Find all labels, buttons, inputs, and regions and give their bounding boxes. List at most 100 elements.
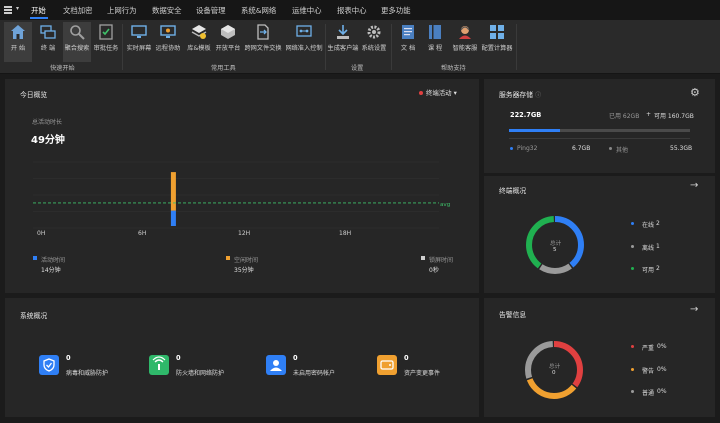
ribbon-network-access-button[interactable]: 网络准入控制 — [284, 22, 324, 62]
user-icon[interactable] — [266, 355, 286, 375]
remote-assist-icon — [160, 25, 176, 38]
legend-dot — [631, 267, 634, 270]
ribbon-button-label: 系统设置 — [361, 45, 387, 52]
ribbon-button-label: 远程协助 — [155, 45, 181, 52]
ribbon-library-button[interactable]: 库&模板 — [184, 22, 214, 62]
legend-value: 2 — [656, 220, 660, 227]
panel-title: 系统概况 — [20, 312, 48, 320]
legend-value: 1 — [656, 243, 660, 250]
ribbon-button-label: 聚合搜索 — [64, 45, 90, 52]
menu-system-network[interactable]: 系统&网络 — [241, 6, 277, 15]
legend-value: 0% — [657, 366, 667, 373]
menu-data-security[interactable]: 数据安全 — [152, 6, 182, 15]
support-agent-icon — [459, 26, 471, 39]
gear-icon[interactable]: ⚙ — [690, 86, 700, 99]
legend-label: 普通 — [642, 390, 655, 397]
menu-internet-behavior[interactable]: 上网行为 — [107, 6, 137, 15]
panel-title: 服务器存储 ⓘ — [499, 91, 542, 99]
storage-item-label: 其他 — [616, 147, 629, 154]
legend-value: 35分钟 — [234, 267, 254, 274]
arrow-right-icon[interactable]: → — [690, 304, 699, 315]
menu-more-features[interactable]: 更多功能 — [381, 6, 411, 15]
ribbon-file-exchange-button[interactable]: 跨网文件交换 — [243, 22, 283, 62]
active-tab-indicator — [30, 17, 48, 19]
ribbon-button-label: 文 档 — [400, 45, 416, 52]
donut-segment — [525, 341, 583, 399]
ribbon-generate-client-button[interactable]: 生成客户端 — [327, 22, 359, 62]
legend-label: 锁屏时间 — [429, 257, 454, 264]
chevron-down-icon[interactable]: ▾ — [16, 5, 20, 12]
ribbon-button-label: 开 始 — [10, 45, 26, 52]
ribbon-button-label: 智能客服 — [452, 45, 478, 52]
menu-report-center[interactable]: 报表中心 — [337, 6, 367, 15]
ribbon-group-label: 快速开始 — [50, 65, 75, 72]
ribbon-realtime-screen-button[interactable]: 实时屏幕 — [125, 22, 153, 62]
panel-title: 终端概况 — [499, 187, 527, 195]
ribbon-button-label: 跨网文件交换 — [244, 45, 282, 52]
system-item-label: 未启用密码帐户 — [293, 370, 336, 377]
ribbon-terminals-button[interactable]: 终 端 — [34, 22, 62, 62]
ribbon-calculator-button[interactable]: 配置计算器 — [481, 22, 513, 62]
storage-total: 222.7GB — [510, 111, 542, 119]
search-icon — [70, 25, 85, 40]
ribbon-docs-button[interactable]: 文 档 — [395, 22, 421, 62]
menu-doc-encryption[interactable]: 文档加密 — [63, 6, 93, 15]
donut-center-value: 0 — [552, 370, 556, 376]
alerts-donut-chart — [525, 341, 583, 399]
system-overview-panel: 系统概况 0 病毒和威胁防护 0 防火墙和网络防护 0 未启用密码帐户 0 资产… — [5, 298, 479, 417]
ribbon-group-label: 帮助支持 — [441, 65, 466, 72]
legend-label: 警告 — [642, 368, 655, 375]
ribbon-remote-assist-button[interactable]: 远程协助 — [154, 22, 182, 62]
ribbon-divider — [325, 24, 326, 70]
ribbon-search-button[interactable]: 聚合搜索 — [63, 22, 91, 62]
approval-icon — [99, 24, 113, 40]
filter-dropdown[interactable]: 终端活动 ▾ — [426, 88, 457, 97]
menu-bar: ▾ 开始 文档加密 上网行为 数据安全 设备管理 系统&网络 运维中心 报表中心… — [0, 0, 720, 20]
menu-ops-center[interactable]: 运维中心 — [292, 6, 322, 15]
library-icon — [191, 25, 207, 39]
legend-swatch — [33, 256, 37, 260]
arrow-right-icon[interactable]: → — [690, 180, 699, 191]
legend-swatch — [421, 256, 425, 260]
ribbon-button-label: 生成客户端 — [327, 45, 359, 52]
ribbon-toolbar: 开 始 终 端 聚合搜索 审批任务 快速开始 实时屏幕 远程协助 库&模板 开放… — [0, 20, 720, 74]
system-item-value: 0 — [66, 354, 71, 362]
storage-item-value: 6.7GB — [572, 145, 591, 152]
storage-plus: + — [646, 111, 652, 118]
storage-used: 已用 62GB — [609, 113, 640, 120]
system-item-label: 防火墙和网络防护 — [176, 370, 225, 377]
ribbon-support-button[interactable]: 智能客服 — [449, 22, 481, 62]
filter-label: 终端活动 — [426, 89, 452, 97]
legend-label: 活动时间 — [41, 257, 66, 264]
x-tick-label: 12H — [238, 230, 251, 237]
terminal-overview-panel: 终端概况 → 总计 5 在线 2 离线 1 可用 2 — [484, 176, 715, 293]
donut-segment — [525, 341, 583, 399]
wifi-icon[interactable] — [149, 355, 169, 375]
ribbon-system-settings-button[interactable]: 系统设置 — [360, 22, 388, 62]
menu-start[interactable]: 开始 — [31, 6, 46, 15]
legend-label: 严重 — [642, 345, 655, 352]
info-icon[interactable]: ⓘ — [535, 92, 542, 99]
ribbon-approval-button[interactable]: 审批任务 — [92, 22, 120, 62]
app-menu-icon[interactable] — [4, 5, 14, 14]
download-client-icon — [337, 25, 349, 39]
storage-available: 可用 160.7GB — [654, 113, 694, 120]
ribbon-start-button[interactable]: 开 始 — [4, 22, 32, 62]
chevron-down-icon: ▾ — [453, 89, 457, 97]
ribbon-open-platform-button[interactable]: 开放平台 — [214, 22, 242, 62]
system-item-label: 资产变更事件 — [404, 370, 441, 377]
alerts-panel: 告警信息 → 总计 0 严重 0% 警告 0% 普通 0% — [484, 298, 715, 417]
x-tick-label: 6H — [138, 230, 147, 237]
shield-icon[interactable] — [39, 355, 59, 375]
ribbon-course-button[interactable]: 课 程 — [422, 22, 448, 62]
menu-device-management[interactable]: 设备管理 — [196, 6, 226, 15]
monitor-icon — [131, 25, 147, 38]
network-access-icon — [296, 25, 312, 37]
legend-dot — [631, 345, 634, 348]
filter-status-dot — [419, 91, 423, 95]
legend-value: 0% — [657, 343, 667, 350]
hard-drive-icon[interactable] — [377, 355, 397, 375]
today-overview-panel: 今日概览 终端活动 ▾ 总活动时长 49分钟 0H 6H 12H 18H avg… — [5, 79, 479, 293]
legend-value: 2 — [656, 265, 660, 272]
terminals-icon — [40, 25, 56, 39]
